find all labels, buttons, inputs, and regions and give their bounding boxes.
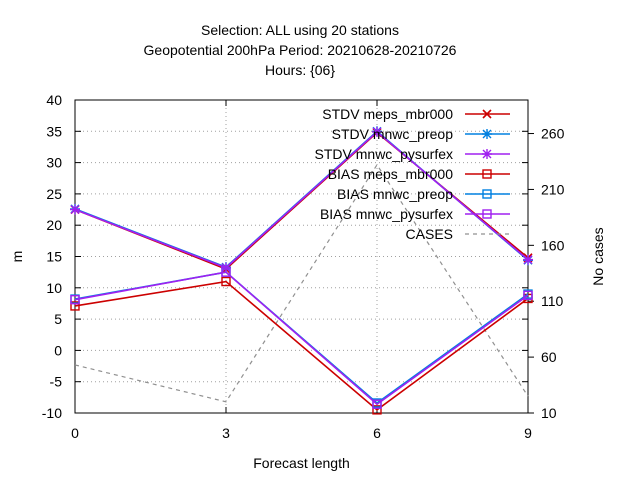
- x-tick-label: 6: [373, 425, 381, 441]
- legend-label: STDV meps_mbr000: [322, 106, 453, 122]
- y2-tick-label: 210: [541, 181, 565, 197]
- y2-axis-label: No cases: [590, 227, 606, 285]
- chart-title: Selection: ALL using 20 stations Geopoten…: [144, 22, 457, 78]
- x-tick-label: 0: [71, 425, 79, 441]
- point-marker: [70, 204, 80, 215]
- y2-tick-label: 160: [541, 237, 565, 253]
- point-marker: [70, 301, 80, 311]
- series-line: [74, 130, 529, 269]
- legend-label: BIAS mnwc_preop: [337, 186, 453, 202]
- legend-label: STDV mnwc_preop: [332, 126, 454, 142]
- legend-entry: STDV mnwc_preop: [332, 126, 510, 142]
- point-marker: [70, 294, 80, 305]
- title-line: Selection: ALL using 20 stations: [201, 22, 399, 38]
- legend-entry: BIAS mnwc_pysurfex: [320, 206, 510, 222]
- point-marker: [482, 109, 492, 119]
- series-line: [74, 271, 529, 406]
- y2-tick-label: 110: [541, 293, 564, 309]
- y-tick-label: 5: [54, 311, 62, 327]
- point-marker: [482, 169, 492, 179]
- axes: -10 -5 0 5 10 15 20 25 30 35 40 10 60 110 160 210 260 0 3 6…: [9, 92, 606, 471]
- point-marker: [221, 276, 231, 287]
- legend-label: CASES: [406, 226, 453, 242]
- grid: [75, 100, 528, 413]
- legend-entry: BIAS meps_mbr000: [328, 166, 510, 182]
- plot-series: [70, 126, 533, 415]
- point-marker: [372, 126, 382, 137]
- plot-border: [74, 99, 529, 414]
- y-tick-label: 25: [46, 186, 62, 202]
- y-tick-label: 10: [46, 280, 62, 296]
- series-bias-mnwc-pysurfex: [70, 267, 533, 409]
- y2-tick-label: 60: [541, 349, 557, 365]
- legend-entry: CASES: [406, 226, 510, 242]
- legend-label: STDV mnwc_pysurfex: [315, 146, 453, 162]
- legend: STDV meps_mbr000 STDV mnwc_preop STDV mnwc…: [315, 106, 510, 242]
- point-marker: [372, 399, 382, 409]
- y-axis-label: m: [9, 251, 25, 263]
- series-bias-meps-mbr000: [70, 276, 533, 415]
- point-marker: [523, 254, 533, 265]
- legend-label: BIAS meps_mbr000: [328, 166, 453, 182]
- point-marker: [482, 149, 492, 159]
- x-axis-label: Forecast length: [253, 455, 350, 471]
- y-tick-label: 40: [46, 92, 62, 108]
- y-tick-label: -10: [42, 405, 62, 421]
- point-marker: [482, 209, 492, 219]
- legend-entry: STDV mnwc_pysurfex: [315, 146, 510, 162]
- y-tick-label: 30: [46, 155, 62, 171]
- y2-tick-label: 10: [541, 405, 557, 421]
- point-marker: [523, 290, 533, 301]
- y-tick-label: -5: [50, 374, 63, 390]
- point-marker: [372, 405, 382, 415]
- y-tick-label: 35: [46, 123, 62, 139]
- y-tick-label: 0: [54, 342, 62, 358]
- legend-entry: BIAS mnwc_preop: [337, 186, 510, 202]
- point-marker: [221, 267, 231, 277]
- y-tick-label: 20: [46, 217, 62, 233]
- title-line: Geopotential 200hPa Period: 20210628-202…: [144, 42, 457, 58]
- legend-label: BIAS mnwc_pysurfex: [320, 206, 453, 222]
- y2-tick-label: 260: [541, 126, 565, 142]
- y-tick-label: 15: [46, 249, 62, 265]
- series-line: [74, 280, 529, 411]
- x-tick-label: 3: [222, 425, 230, 441]
- point-marker: [482, 129, 492, 139]
- series-stdv-mnwc-pysurfex: [70, 126, 533, 273]
- title-line: Hours: {06}: [265, 62, 335, 78]
- point-marker: [482, 189, 492, 199]
- legend-entry: STDV meps_mbr000: [322, 106, 510, 122]
- x-tick-label: 9: [524, 425, 532, 441]
